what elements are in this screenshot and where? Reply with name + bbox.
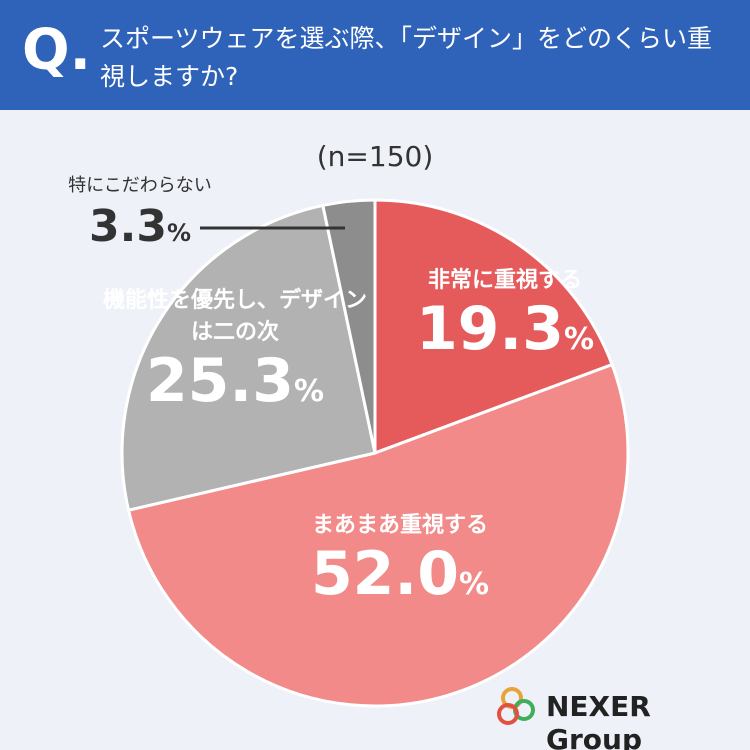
pie-slice xyxy=(120,203,377,512)
value-unit: % xyxy=(563,322,595,357)
chart-title: スポーツウェアを選ぶ際、「デザイン」をどのくらい重視しますか? xyxy=(100,24,713,91)
pie-slice xyxy=(373,198,614,456)
value-unit: % xyxy=(293,374,325,409)
value-unit: % xyxy=(458,567,490,602)
category-label: 非常に重視する xyxy=(427,268,582,293)
value-unit: % xyxy=(166,219,191,247)
value-number: 3.3 xyxy=(89,201,167,252)
slice-label: まあまあ重視する 52.0% xyxy=(250,510,550,617)
value-label: 19.3% xyxy=(390,297,620,372)
value-label: 3.3% xyxy=(40,202,240,258)
header: Q. スポーツウェアを選ぶ際、「デザイン」をどのくらい重視しますか? xyxy=(0,0,750,110)
question-mark: Q. xyxy=(22,18,91,83)
slice-label: 特にこだわらない 3.3% xyxy=(40,170,240,258)
value-number: 25.3 xyxy=(145,346,294,416)
brand-logo: NEXER Group xyxy=(546,690,651,750)
logo-circle xyxy=(497,703,519,725)
pie-slice xyxy=(126,362,630,708)
value-number: 19.3 xyxy=(415,294,564,364)
category-label: 特にこだわらない xyxy=(68,175,212,196)
subtitle: (n=150) xyxy=(316,140,434,173)
category-label: 機能性を優先し、デザインは二の次 xyxy=(102,288,367,345)
slice-label: 非常に重視する 19.3% xyxy=(390,265,620,372)
category-label: まあまあ重視する xyxy=(311,513,488,538)
value-label: 25.3% xyxy=(100,349,370,424)
pie-slice xyxy=(321,198,377,454)
value-label: 52.0% xyxy=(250,542,550,617)
slice-label: 機能性を優先し、デザインは二の次 25.3% xyxy=(100,285,370,424)
value-number: 52.0 xyxy=(310,539,459,609)
